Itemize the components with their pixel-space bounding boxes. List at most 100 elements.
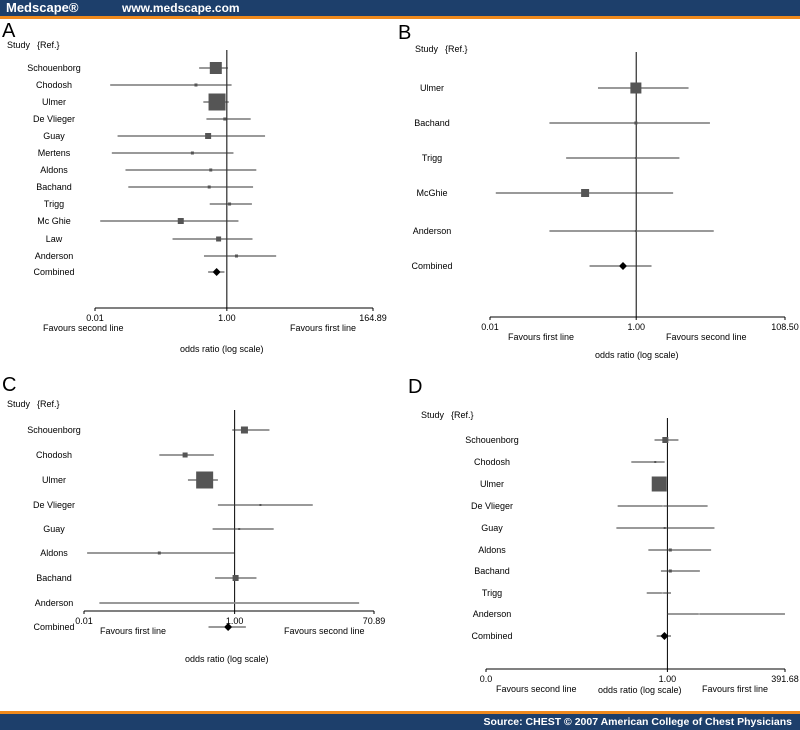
combined-label: Combined — [33, 622, 74, 632]
study-marker — [232, 575, 239, 581]
forest-panel-d: D Study {Ref.} 0.0 1.00 391.68 Favours second … — [408, 376, 799, 695]
study-marker — [208, 93, 226, 111]
study-row: Law — [46, 234, 253, 244]
study-name: Bachand — [474, 566, 510, 576]
study-marker — [654, 461, 657, 463]
study-row: Ulmer — [42, 93, 229, 111]
favours-left-label: Favours first line — [508, 332, 574, 342]
study-marker — [581, 189, 590, 197]
study-row: Aldons — [40, 165, 257, 175]
study-name: Anderson — [35, 598, 74, 608]
study-name: De Vlieger — [33, 114, 75, 124]
study-marker — [233, 602, 236, 604]
study-marker — [238, 528, 241, 530]
combined-diamond — [224, 623, 233, 631]
study-marker — [240, 426, 248, 434]
study-row: Bachand — [36, 182, 254, 192]
x-tick-label: 1.00 — [226, 616, 244, 626]
study-name: Bachand — [36, 573, 72, 583]
study-name: Aldons — [478, 545, 506, 555]
favours-left-label: Favours first line — [100, 626, 166, 636]
study-marker — [663, 527, 666, 529]
study-row: Bachand — [36, 573, 257, 583]
study-row: Trigg — [422, 153, 680, 163]
study-marker — [234, 254, 238, 258]
header-accent-stripe — [0, 16, 800, 19]
study-name: Trigg — [422, 153, 442, 163]
study-row: Trigg — [482, 588, 671, 598]
study-name: Chodosh — [36, 80, 72, 90]
study-name: Aldons — [40, 165, 68, 175]
study-name: Guay — [43, 524, 65, 534]
study-row: Anderson — [413, 226, 714, 236]
study-marker — [661, 592, 664, 594]
x-tick-label: 0.0 — [480, 674, 493, 684]
combined-diamond — [619, 262, 628, 270]
favours-right-label: Favours second line — [666, 332, 747, 342]
study-row: Chodosh — [36, 450, 214, 460]
combined-diamond — [212, 268, 221, 276]
x-tick-label: 108.50 — [771, 322, 799, 332]
study-name: Ulmer — [480, 479, 504, 489]
header-bar: Medscape® www.medscape.com — [0, 0, 800, 16]
study-marker — [209, 168, 213, 172]
study-marker — [177, 218, 184, 224]
study-row: Chodosh — [36, 80, 232, 90]
footer-bar: Source: CHEST © 2007 American College of… — [0, 714, 800, 730]
medscape-logo: Medscape® — [6, 0, 79, 15]
study-marker — [698, 613, 700, 615]
study-name: Law — [46, 234, 63, 244]
study-row: Schouenborg — [27, 425, 270, 435]
study-marker — [630, 82, 642, 94]
study-name: McGhie — [416, 188, 447, 198]
study-column-header: Study — [415, 44, 439, 54]
x-tick-label: 70.89 — [363, 616, 386, 626]
study-marker — [651, 476, 667, 492]
study-marker — [228, 202, 232, 206]
study-name: Ulmer — [420, 83, 444, 93]
study-marker — [662, 505, 664, 507]
combined-label: Combined — [471, 631, 512, 641]
study-marker — [207, 185, 211, 189]
study-row: Mertens — [38, 148, 234, 158]
study-marker — [209, 62, 222, 74]
study-name: Aldons — [40, 548, 68, 558]
study-row: Trigg — [44, 199, 252, 209]
study-name: Chodosh — [474, 457, 510, 467]
study-name: Ulmer — [42, 475, 66, 485]
study-row: Chodosh — [474, 457, 665, 467]
study-row: Aldons — [40, 548, 235, 558]
site-url[interactable]: www.medscape.com — [122, 1, 240, 15]
study-marker — [668, 569, 672, 573]
study-row: Ulmer — [42, 471, 218, 489]
study-name: Anderson — [413, 226, 452, 236]
study-name: Bachand — [414, 118, 450, 128]
footer-accent-stripe — [0, 711, 800, 714]
study-row: Mc Ghie — [37, 216, 239, 226]
x-axis-title: odds ratio (log scale) — [180, 344, 264, 354]
combined-row: Combined — [471, 631, 671, 641]
x-axis-title: odds ratio (log scale) — [185, 654, 269, 664]
study-marker — [259, 504, 262, 506]
study-row: Guay — [43, 524, 274, 534]
combined-row: Combined — [411, 261, 652, 271]
favours-right-label: Favours first line — [702, 684, 768, 694]
ref-column-header: {Ref.} — [37, 399, 60, 409]
study-row: Bachand — [414, 118, 710, 128]
study-row: Anderson — [35, 251, 277, 261]
study-name: Chodosh — [36, 450, 72, 460]
x-tick-label: 1.00 — [627, 322, 645, 332]
favours-left-label: Favours second line — [43, 323, 124, 333]
study-row: Anderson — [35, 598, 360, 608]
study-row: McGhie — [416, 188, 674, 198]
study-name: De Vlieger — [33, 500, 75, 510]
x-tick-label: 391.68 — [771, 674, 799, 684]
study-row: Anderson — [473, 609, 785, 619]
study-name: Schouenborg — [27, 63, 81, 73]
panel-letter: C — [2, 374, 16, 396]
x-tick-label: 164.89 — [359, 313, 387, 323]
combined-label: Combined — [411, 261, 452, 271]
ref-column-header: {Ref.} — [37, 40, 60, 50]
